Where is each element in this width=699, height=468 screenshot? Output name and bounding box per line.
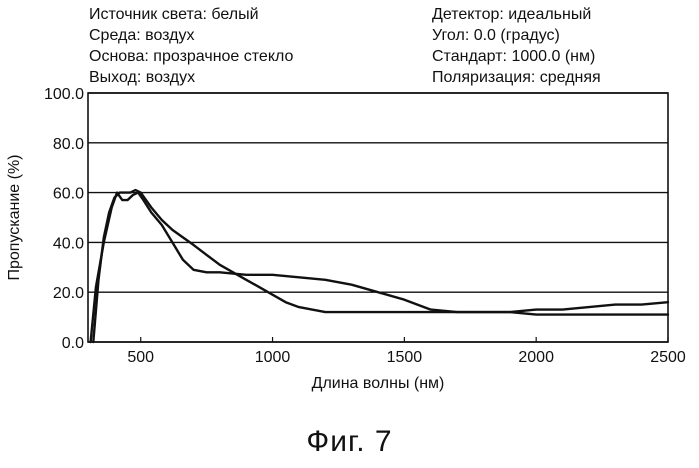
x-tick-label-2: 1500 <box>387 349 423 366</box>
y-tick-label-3: 60.0 <box>53 186 84 203</box>
plot-frame <box>88 93 668 342</box>
y-tick-label-1: 20.0 <box>53 285 84 302</box>
y-tick-label-5: 100.0 <box>44 86 84 103</box>
series-line-0 <box>91 193 668 342</box>
figure-caption: Фиг. 7 <box>0 425 699 459</box>
y-tick-label-4: 80.0 <box>53 136 84 153</box>
y-tick-label-2: 40.0 <box>53 235 84 252</box>
y-axis-label: Пропускание (%) <box>6 154 23 280</box>
series-line-1 <box>93 190 668 342</box>
x-tick-label-1: 1000 <box>255 349 291 366</box>
x-tick-label-0: 500 <box>127 349 154 366</box>
x-tick-label-3: 2000 <box>518 349 554 366</box>
transmission-chart: 0.0 20.0 40.0 60.0 80.0 100.0 500 1000 1500 2000 2… <box>0 0 699 420</box>
x-axis-label: Длина волны (нм) <box>312 375 445 392</box>
x-tick-label-4: 2500 <box>650 349 686 366</box>
y-tick-label-0: 0.0 <box>62 335 84 352</box>
